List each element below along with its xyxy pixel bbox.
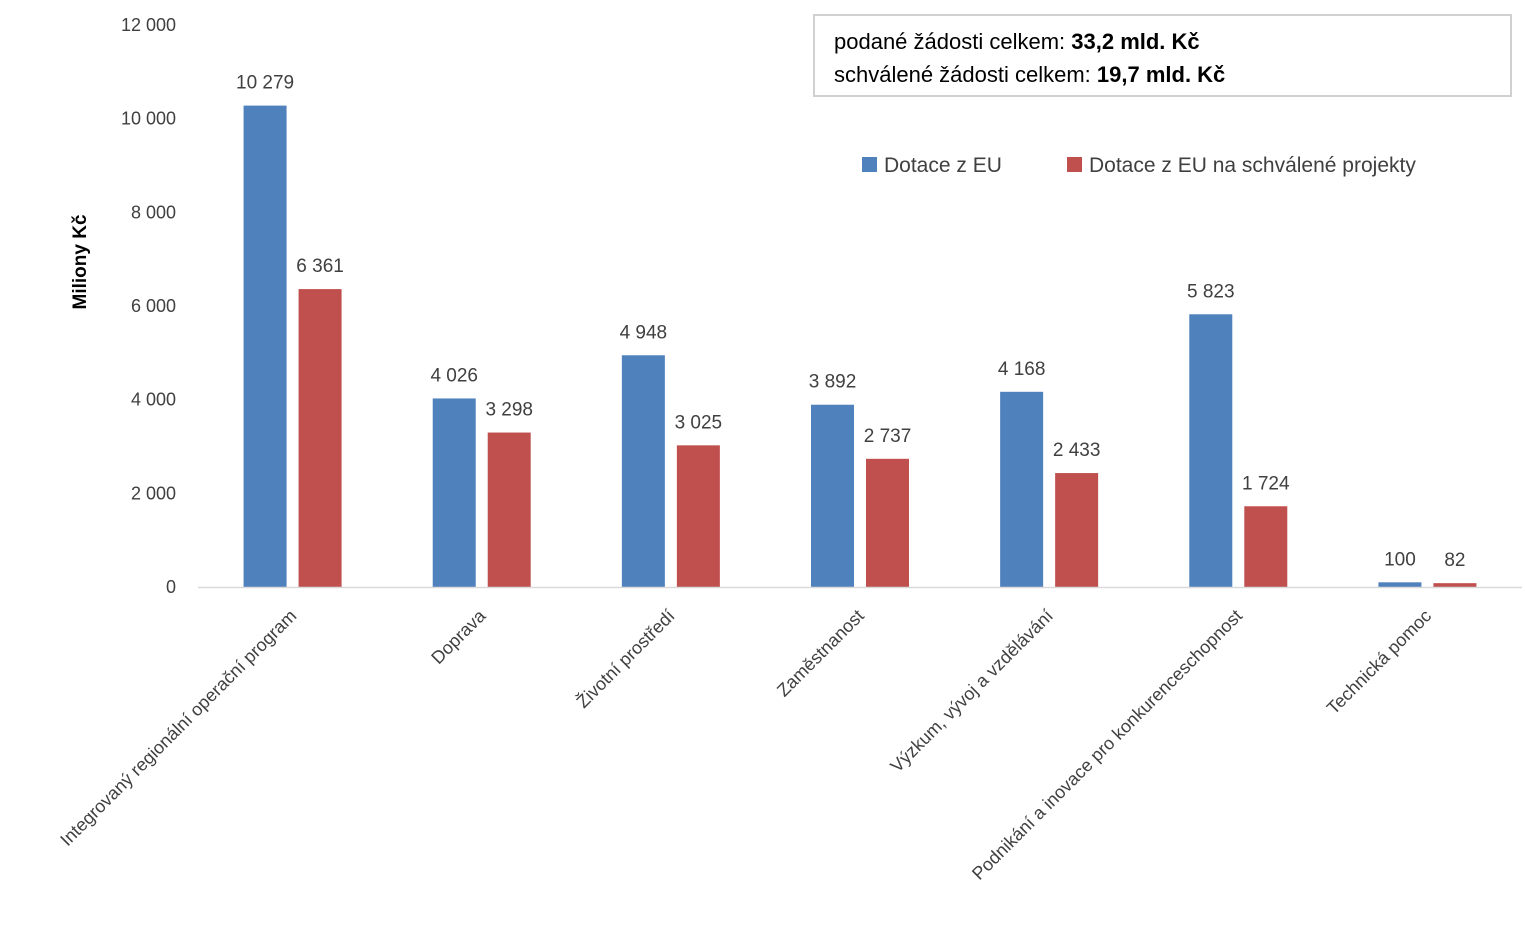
legend-label: Dotace z EU xyxy=(884,154,1002,177)
bar-eu-funding xyxy=(1189,314,1233,587)
bar-eu-funding xyxy=(1378,582,1422,587)
data-label: 82 xyxy=(1444,550,1465,571)
x-category-label: Výzkum, vývoj a vzdělávání xyxy=(886,606,1056,776)
bars xyxy=(243,105,1477,588)
legend-swatch xyxy=(1067,157,1082,172)
summary-approved-label: schválené žádosti celkem: xyxy=(834,62,1097,87)
summary-line-approved: schválené žádosti celkem: 19,7 mld. Kč xyxy=(834,58,1510,91)
x-category-label: Technická pomoc xyxy=(1323,606,1435,718)
x-category-label: Doprava xyxy=(427,605,490,668)
summary-approved-value: 19,7 mld. Kč xyxy=(1096,62,1226,87)
y-tick-label: 6 000 xyxy=(131,296,176,316)
bar-approved-projects xyxy=(676,445,720,587)
data-label: 4 026 xyxy=(430,365,478,386)
summary-line-submitted: podané žádosti celkem: 33,2 mld. Kč xyxy=(834,25,1510,58)
summary-submitted-label: podané žádosti celkem: xyxy=(834,29,1072,54)
y-tick-label: 0 xyxy=(166,577,176,597)
bar-approved-projects xyxy=(866,458,909,587)
x-category-label: Zaměstnanost xyxy=(773,606,868,701)
y-tick-label: 12 000 xyxy=(121,15,176,35)
data-label: 1 724 xyxy=(1242,473,1290,494)
data-label: 100 xyxy=(1384,549,1416,570)
data-label: 10 279 xyxy=(236,73,294,94)
data-label: 2 433 xyxy=(1053,440,1101,461)
summary-submitted-value: 33,2 mld. Kč xyxy=(1071,29,1200,54)
legend: Dotace z EU Dotace z EU na schválené proj… xyxy=(862,154,1416,177)
y-tick-label: 2 000 xyxy=(131,483,176,503)
bar-eu-funding xyxy=(432,398,476,587)
bar-eu-funding xyxy=(811,404,854,587)
y-tick-label: 10 000 xyxy=(121,109,176,129)
data-label: 3 298 xyxy=(485,400,533,421)
bar-eu-funding xyxy=(243,105,287,588)
data-label: 3 025 xyxy=(675,412,723,433)
data-labels: 10 279 6 361 4 026 3 298 4 948 3 025 3 892 2 73… xyxy=(236,73,1465,572)
data-label: 3 892 xyxy=(809,372,857,393)
y-tick-label: 8 000 xyxy=(131,202,176,222)
summary-box: podané žádosti celkem: 33,2 mld. Kč schv… xyxy=(813,14,1512,97)
x-category-label: Integrovaný regionální operační program xyxy=(56,606,300,850)
bar-approved-projects xyxy=(298,289,342,587)
data-label: 4 168 xyxy=(998,359,1046,380)
legend-swatch xyxy=(862,157,877,172)
bar-eu-funding xyxy=(1000,391,1044,587)
x-category-label: Životní prostředí xyxy=(573,606,679,712)
bar-approved-projects xyxy=(1055,473,1099,587)
bar-approved-projects xyxy=(1244,506,1288,587)
data-label: 5 823 xyxy=(1187,281,1235,302)
y-axis-title: Miliony Kč xyxy=(70,214,91,309)
bar-approved-projects xyxy=(487,432,531,587)
bar-approved-projects xyxy=(1433,583,1477,587)
data-label: 2 737 xyxy=(864,426,912,447)
bar-eu-funding xyxy=(621,355,665,587)
data-label: 6 361 xyxy=(296,256,344,277)
data-label: 4 948 xyxy=(620,322,668,343)
y-axis: 0 2 000 4 000 6 000 8 000 10 000 12 000 xyxy=(121,15,176,597)
y-tick-label: 4 000 xyxy=(131,390,176,410)
x-axis: Integrovaný regionální operační program D… xyxy=(56,586,1522,884)
legend-label: Dotace z EU na schválené projekty xyxy=(1089,154,1416,177)
